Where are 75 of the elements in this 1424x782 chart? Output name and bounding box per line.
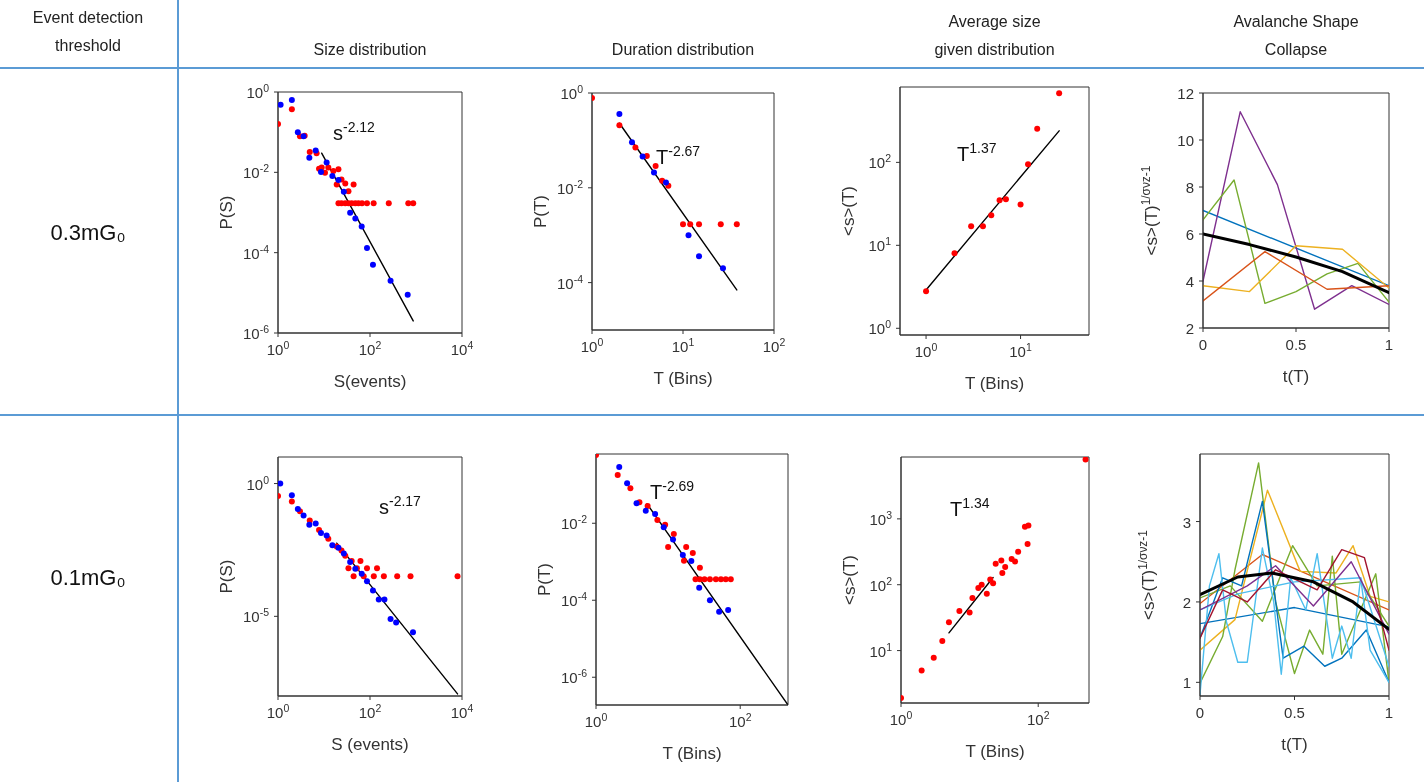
x-tick-label: 10$^{2}$ — [1026, 709, 1050, 728]
annotation: T$^{-2.67}$ — [655, 143, 701, 169]
y-tick-label: 12 — [1177, 85, 1194, 102]
chart-title: Duration distribution — [610, 40, 756, 60]
x-axis-title: t(T) — [1282, 367, 1310, 386]
x-axis-title: S(events) — [333, 372, 407, 391]
y-tick-label: 10$^{0}$ — [246, 473, 270, 493]
y-axis-title: P(T) — [531, 194, 550, 229]
text: 0.1mG₀ — [49, 565, 127, 592]
y-tick-label: 10$^{1}$ — [869, 640, 893, 660]
x-tick-label: 10$^{4}$ — [450, 339, 474, 358]
annotation: T$^{-2.69}$ — [649, 478, 695, 504]
y-tick-label: 10$^{-5}$ — [242, 606, 270, 626]
y-axis-title: P(S) — [217, 195, 236, 230]
y-tick-label: 10$^{-4}$ — [242, 242, 270, 262]
x-tick-label: 10$^{1}$ — [671, 336, 695, 355]
y-tick-label: 4 — [1185, 273, 1194, 290]
x-tick-label: 0 — [1198, 336, 1208, 353]
y-tick-label: 10$^{-6}$ — [560, 667, 588, 687]
y-tick-label: 10$^{-2}$ — [560, 513, 588, 533]
y-tick-label: 10$^{-4}$ — [560, 590, 588, 610]
annotation: T$^{1.34}$ — [949, 495, 990, 521]
y-axis-title: P(S) — [217, 559, 236, 594]
chart-title: Avalanche Shape Collapse — [1232, 12, 1360, 60]
y-tick-label: 6 — [1185, 226, 1194, 243]
y-tick-label: 1 — [1182, 674, 1191, 692]
x-tick-label: 0.5 — [1285, 336, 1307, 353]
x-tick-label: 10$^{0}$ — [580, 336, 604, 355]
y-tick-label: 10$^{2}$ — [868, 152, 892, 172]
y-tick-label: 10$^{-2}$ — [242, 162, 270, 182]
y-tick-label: 8 — [1185, 179, 1194, 196]
y-tick-label: 10$^{2}$ — [869, 574, 893, 594]
chart-title: Average size given distribution — [933, 12, 1056, 60]
x-tick-label: 10$^{0}$ — [584, 711, 608, 730]
text: 0.3mG₀ — [49, 220, 127, 247]
x-tick-label: 10$^{1}$ — [1009, 341, 1032, 360]
x-tick-label: 10$^{0}$ — [914, 341, 938, 360]
y-tick-label: 10$^{0}$ — [868, 318, 892, 338]
y-tick-label: 10$^{0}$ — [246, 82, 270, 101]
y-tick-label: 10$^{0}$ — [560, 83, 584, 102]
y-tick-label: 10$^{3}$ — [869, 508, 893, 528]
x-axis-title: T (Bins) — [662, 744, 722, 763]
x-axis-title: S (events) — [331, 735, 409, 754]
annotation: s$^{-2.12}$ — [333, 119, 376, 145]
x-axis-title: t(T) — [1281, 735, 1308, 754]
x-tick-label: 10$^{0}$ — [266, 339, 290, 358]
annotation: s$^{-2.17}$ — [379, 493, 422, 519]
x-tick-label: 1 — [1384, 704, 1394, 721]
y-axis-title: P(T) — [535, 562, 554, 597]
x-axis-title: T (Bins) — [965, 742, 1025, 761]
x-tick-label: 10$^{2}$ — [728, 711, 752, 730]
x-tick-label: 10$^{2}$ — [762, 336, 786, 355]
x-axis-title: T (Bins) — [653, 369, 713, 388]
x-tick-label: 10$^{0}$ — [889, 709, 913, 728]
x-tick-label: 10$^{4}$ — [450, 702, 474, 721]
y-tick-label: 10$^{-2}$ — [556, 177, 584, 197]
x-tick-label: 10$^{0}$ — [266, 702, 290, 721]
y-tick-label: 3 — [1182, 513, 1191, 531]
y-tick-label: 2 — [1185, 320, 1194, 337]
y-axis-title: <s>(T) — [839, 185, 858, 237]
y-tick-label: 10$^{-6}$ — [242, 323, 270, 342]
x-tick-label: 0 — [1195, 704, 1205, 721]
y-axis-title: <s>(T) — [840, 554, 859, 606]
text: Event detection threshold — [31, 8, 145, 56]
x-tick-label: 10$^{2}$ — [358, 339, 382, 358]
annotation: T$^{1.37}$ — [956, 140, 997, 166]
x-axis-title: T (Bins) — [964, 374, 1025, 393]
x-tick-label: 10$^{2}$ — [358, 702, 382, 721]
y-tick-label: 10$^{1}$ — [868, 235, 892, 255]
x-tick-label: 0.5 — [1284, 704, 1305, 721]
chart-title: Size distribution — [312, 40, 428, 60]
y-tick-label: 10 — [1177, 132, 1194, 149]
y-tick-label: 2 — [1182, 593, 1191, 611]
y-tick-label: 10$^{-4}$ — [556, 272, 584, 292]
x-tick-label: 1 — [1384, 336, 1394, 353]
